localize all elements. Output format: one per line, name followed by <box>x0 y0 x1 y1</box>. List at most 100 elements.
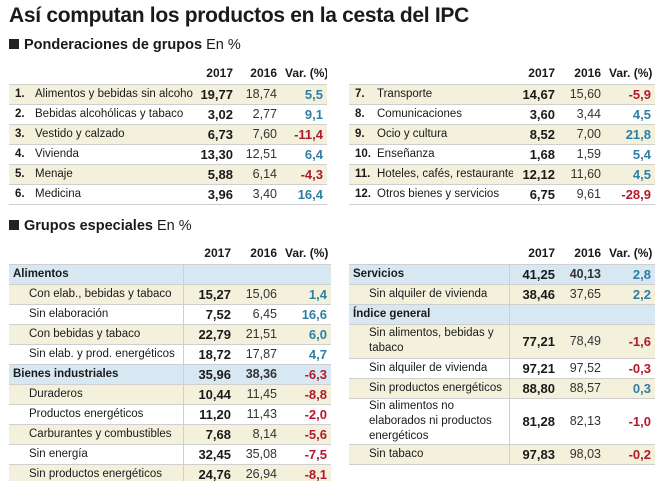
value-2017 <box>182 263 235 284</box>
value-2017: 3,02 <box>193 103 237 124</box>
value-2016: 12,51 <box>237 143 281 164</box>
especiales-table-right: 2017 2016 Var. (%) Servicios 41,25 40,13 2,8 Si… <box>349 242 655 465</box>
value-2016: 9,61 <box>559 183 605 205</box>
value-var: -1,0 <box>605 397 655 444</box>
row-label: Medicina <box>31 183 193 205</box>
row-index: 8. <box>349 103 373 124</box>
row-label: Sin alquiler de vivienda <box>349 283 509 304</box>
column-header: 2017 <box>528 65 555 80</box>
value-2017: 8,52 <box>513 123 559 144</box>
value-2016: 15,06 <box>235 283 281 304</box>
value-2017: 22,79 <box>182 323 235 344</box>
value-var: 5,4 <box>605 143 655 164</box>
row-label: Sin energía <box>9 443 183 464</box>
section-unit: En % <box>156 218 192 234</box>
header-blank <box>9 62 31 84</box>
table-row: Sin tabaco 97,83 98,03 -0,2 <box>349 443 655 465</box>
value-var: 4,7 <box>281 343 331 364</box>
value-2017: 10,44 <box>182 383 235 404</box>
value-2016: 38,36 <box>235 363 281 384</box>
value-var <box>281 263 331 284</box>
row-index: 2. <box>9 103 31 124</box>
group-row: Alimentos <box>9 263 331 284</box>
table-row: 2. Bebidas alcohólicas y tabaco 3,02 2,77 9,… <box>9 103 327 124</box>
row-index: 6. <box>9 183 31 205</box>
value-2016: 40,13 <box>559 263 605 284</box>
page-title: Así computan los productos en la cesta d… <box>9 4 469 27</box>
group-row: Bienes industriales 35,96 38,36 -6,3 <box>9 363 331 384</box>
group-row: Índice general <box>349 303 655 324</box>
value-2016 <box>559 303 605 324</box>
value-var: 2,8 <box>605 263 655 284</box>
row-label: Duraderos <box>9 383 183 404</box>
value-2016: 97,52 <box>559 357 605 378</box>
column-header: Var. (%) <box>609 245 653 260</box>
value-2016: 11,45 <box>235 383 281 404</box>
section-ponderaciones-heading: Ponderaciones de grupos En % <box>9 37 241 53</box>
value-var: 16,4 <box>281 183 327 205</box>
table-row: Sin alquiler de vivienda 97,21 97,52 -0,3 <box>349 357 655 378</box>
row-label: Otros bienes y servicios <box>373 183 513 205</box>
value-var: 21,8 <box>605 123 655 144</box>
value-2017: 7,52 <box>182 303 235 324</box>
header-blank <box>9 242 183 264</box>
value-2016: 2,77 <box>237 103 281 124</box>
header-row: 2017 2016 Var. (%) <box>9 242 331 264</box>
value-2017: 5,88 <box>193 163 237 184</box>
value-2017: 19,77 <box>193 83 237 104</box>
column-header: 2016 <box>574 65 601 80</box>
table-row: Sin alimentos no elaborados ni productos… <box>349 397 655 444</box>
value-2016: 7,00 <box>559 123 605 144</box>
table-row: Sin elaboración 7,52 6,45 16,6 <box>9 303 331 324</box>
row-label: Sin alquiler de vivienda <box>349 357 509 378</box>
value-2016 <box>235 263 281 284</box>
table-row: 7. Transporte 14,67 15,60 -5,9 <box>349 83 655 104</box>
value-2017: 6,73 <box>193 123 237 144</box>
row-label: Alimentos y bebidas sin alcohol <box>31 83 193 104</box>
header-row: 2017 2016 Var. (%) <box>9 62 327 84</box>
ponderaciones-table-left: 2017 2016 Var. (%) 1. Alimentos y bebidas si… <box>9 62 327 205</box>
column-header: Var. (%) <box>285 65 327 80</box>
column-header: 2016 <box>574 245 601 260</box>
value-var: -8,1 <box>281 463 331 481</box>
row-label: Sin productos energéticos <box>9 463 183 481</box>
table-row: 8. Comunicaciones 3,60 3,44 4,5 <box>349 103 655 124</box>
row-label: Comunicaciones <box>373 103 513 124</box>
value-2016: 17,87 <box>235 343 281 364</box>
column-header: Var. (%) <box>609 65 653 80</box>
value-2016: 3,44 <box>559 103 605 124</box>
section-title: Ponderaciones de grupos <box>24 37 203 53</box>
value-var: 5,5 <box>281 83 327 104</box>
value-2016: 88,57 <box>559 377 605 398</box>
value-var: -5,6 <box>281 423 331 444</box>
value-var: 4,5 <box>605 163 655 184</box>
value-2017: 13,30 <box>193 143 237 164</box>
table-row: Duraderos 10,44 11,45 -8,8 <box>9 383 331 404</box>
value-2016: 6,14 <box>237 163 281 184</box>
value-2017: 32,45 <box>182 443 235 464</box>
value-var: -8,8 <box>281 383 331 404</box>
header-blank <box>373 62 513 84</box>
value-2017: 3,60 <box>513 103 559 124</box>
row-label: Enseñanza <box>373 143 513 164</box>
header-row: 2017 2016 Var. (%) <box>349 62 655 84</box>
row-label: Sin alimentos, bebidas y tabaco <box>349 323 509 358</box>
group-label: Alimentos <box>9 263 183 284</box>
value-2017: 11,20 <box>182 403 235 424</box>
value-var: 9,1 <box>281 103 327 124</box>
value-2016: 11,60 <box>559 163 605 184</box>
row-label: Bebidas alcohólicas y tabaco <box>31 103 193 124</box>
value-var: -0,3 <box>605 357 655 378</box>
row-index: 12. <box>349 183 373 205</box>
row-label: Sin tabaco <box>349 443 509 465</box>
value-var: -1,6 <box>605 323 655 358</box>
value-2017: 97,21 <box>508 357 559 378</box>
ponderaciones-table-right: 2017 2016 Var. (%) 7. Transporte 14,67 15,60 -5… <box>349 62 655 205</box>
square-bullet-icon <box>9 220 19 230</box>
table-row: 9. Ocio y cultura 8,52 7,00 21,8 <box>349 123 655 144</box>
value-2016: 82,13 <box>559 397 605 444</box>
value-var: 16,6 <box>281 303 331 324</box>
value-var: 6,0 <box>281 323 331 344</box>
value-2016: 1,59 <box>559 143 605 164</box>
value-2016: 78,49 <box>559 323 605 358</box>
